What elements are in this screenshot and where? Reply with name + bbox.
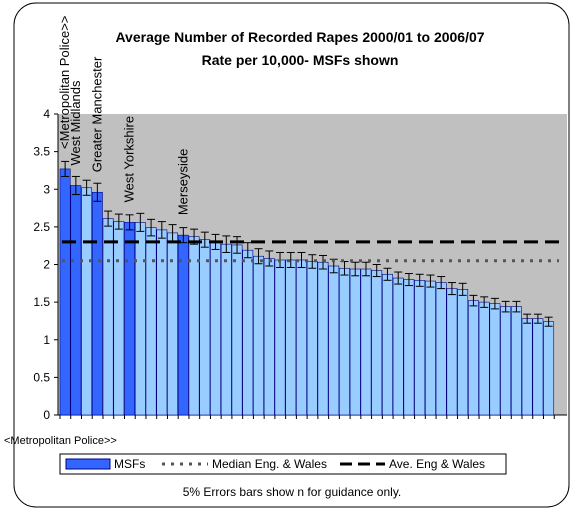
- bar: [274, 259, 286, 416]
- bar: [457, 289, 469, 416]
- chart-footnote: 5% Errors bars show n for guidance only.: [183, 485, 402, 499]
- bar: [188, 236, 200, 416]
- bar: [360, 268, 372, 416]
- bar: [500, 306, 512, 416]
- y-tick-label: 1: [43, 333, 50, 347]
- bar: [306, 261, 318, 416]
- bar-series: [59, 160, 555, 419]
- msf-bar: [70, 185, 82, 416]
- bar: [403, 279, 415, 416]
- bar: [392, 277, 404, 416]
- bar: [263, 258, 275, 416]
- bar: [199, 239, 211, 416]
- bar: [253, 255, 264, 416]
- bar: [296, 259, 307, 416]
- bar: [382, 273, 393, 416]
- msf-bar: [91, 191, 103, 416]
- legend-msf-label: MSFs: [114, 457, 145, 471]
- bar: [210, 241, 221, 416]
- msf-labels: <Metropolitan Police>>West Midlands Great…: [57, 16, 190, 216]
- y-tick-label: 4: [43, 107, 50, 121]
- msf-label: West Midlands: [68, 80, 83, 166]
- legend-average-label: Ave. Eng & Wales: [389, 457, 485, 471]
- bar: [242, 249, 254, 416]
- bar: [478, 301, 490, 416]
- y-tick-label: 3.5: [33, 145, 50, 159]
- bar: [285, 259, 297, 416]
- bar: [425, 280, 436, 416]
- y-tick-label: 2.5: [33, 220, 50, 234]
- bar: [446, 288, 458, 416]
- y-tick-label: 3: [43, 182, 50, 196]
- bar: [328, 265, 340, 416]
- legend: MSFs Median Eng. & Wales Ave. Eng & Wale…: [59, 453, 507, 475]
- bar: [532, 318, 544, 416]
- bar: [435, 282, 447, 416]
- y-tick-label: 2: [43, 258, 50, 272]
- bar: [145, 227, 157, 416]
- bar: [134, 222, 146, 416]
- bar: [339, 267, 350, 416]
- chart-subtitle: Rate per 10,000- MSFs shown: [202, 52, 399, 68]
- bar: [349, 268, 361, 416]
- msf-bar: [124, 222, 136, 416]
- bar: [231, 244, 243, 416]
- msf-label: Merseyside: [175, 149, 190, 215]
- bar: [521, 318, 533, 416]
- y-tick-label: 0: [43, 408, 50, 422]
- legend-msf-swatch: [65, 458, 111, 470]
- reference-lines: [62, 240, 559, 263]
- bar: [510, 306, 522, 416]
- bar: [220, 243, 232, 416]
- legend-median-label: Median Eng. & Wales: [212, 457, 327, 471]
- msf-bar: [59, 168, 71, 416]
- bar: [467, 300, 479, 416]
- bar: [489, 303, 501, 416]
- bar: [102, 218, 114, 416]
- bar: [81, 187, 93, 416]
- bar: [543, 321, 555, 416]
- x-category-label: <Metropolitan Police>>: [4, 435, 117, 447]
- y-tick-label: 0.5: [33, 370, 50, 384]
- legend-box: [59, 453, 507, 475]
- y-tick-label: 1.5: [33, 295, 50, 309]
- msf-label: Greater Manchester: [89, 56, 104, 172]
- msf-label: West Yorkshire: [122, 116, 137, 202]
- bar: [156, 229, 168, 416]
- bar: [414, 280, 426, 416]
- bar: [317, 261, 329, 416]
- bar: [113, 221, 125, 416]
- msf-label: <Metropolitan Police>>: [57, 16, 72, 149]
- chart-title: Average Number of Recorded Rapes 2000/01…: [115, 29, 484, 45]
- bar: [371, 270, 383, 416]
